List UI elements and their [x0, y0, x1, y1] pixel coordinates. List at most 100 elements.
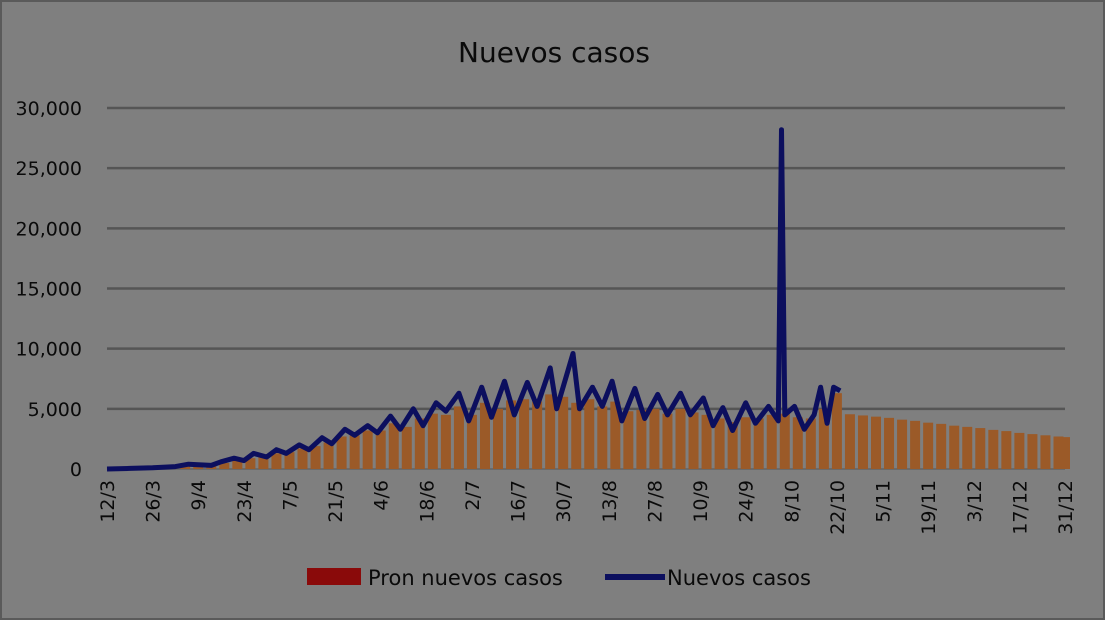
bar: [701, 414, 712, 469]
x-tick-label: 26/3: [143, 480, 165, 523]
bar: [897, 419, 908, 469]
x-tick-label: 9/4: [188, 480, 210, 511]
bar: [245, 458, 256, 469]
bar: [792, 417, 803, 469]
bar: [519, 399, 530, 469]
bar: [479, 402, 490, 469]
x-tick-label: 5/11: [873, 480, 895, 523]
bar: [284, 452, 295, 469]
x-tick-label: 21/5: [325, 480, 347, 523]
bar: [349, 435, 360, 469]
bar: [558, 396, 569, 469]
x-tick-label: 3/12: [964, 480, 986, 523]
bar: [766, 414, 777, 469]
bar: [584, 399, 595, 469]
x-tick-label: 22/10: [827, 480, 849, 535]
bar: [936, 423, 947, 469]
bar: [714, 418, 725, 469]
x-tick-label: 16/7: [508, 480, 530, 523]
bar: [414, 418, 425, 469]
bar: [871, 416, 882, 469]
bar: [1060, 437, 1070, 469]
bar: [818, 408, 829, 469]
bar: [427, 413, 438, 469]
y-tick-label: 0: [70, 459, 82, 481]
bar: [662, 413, 673, 469]
x-tick-label: 12/3: [97, 480, 119, 523]
bar: [1027, 434, 1038, 469]
x-tick-label: 23/4: [234, 480, 256, 523]
legend-label-pron-nuevos-casos: Pron nuevos casos: [368, 566, 563, 590]
x-tick-label: 17/12: [1009, 480, 1031, 535]
x-tick-label: 4/6: [371, 480, 393, 511]
bar: [232, 460, 243, 469]
x-tick-label: 7/5: [279, 480, 301, 511]
line-series-nuevos-casos: [106, 127, 842, 472]
y-tick-label: 15,000: [16, 279, 82, 301]
bar: [831, 393, 842, 469]
legend-label-nuevos-casos: Nuevos casos: [667, 566, 811, 590]
bar: [401, 426, 412, 469]
bar: [297, 448, 308, 469]
bar: [884, 417, 895, 469]
bar: [440, 414, 451, 469]
bar: [857, 415, 868, 469]
bar: [219, 462, 230, 469]
bar: [323, 442, 334, 469]
legend-swatch-bar: [307, 568, 361, 585]
bar: [310, 446, 321, 469]
bar: [336, 436, 347, 469]
bar: [740, 417, 751, 469]
y-tick-label: 5,000: [28, 399, 82, 421]
bar: [910, 420, 921, 469]
x-tick-label: 27/8: [644, 480, 666, 523]
bar: [779, 413, 790, 469]
chart-title: Nuevos casos: [458, 36, 650, 69]
bar: [532, 401, 543, 469]
bar: [1014, 432, 1025, 469]
x-tick-label: 8/10: [781, 480, 803, 523]
bar: [805, 418, 816, 469]
bar: [388, 423, 399, 469]
bar: [636, 410, 647, 469]
bar: [610, 401, 621, 469]
bar: [375, 430, 386, 469]
bar: [949, 425, 960, 469]
bar: [675, 408, 686, 469]
bar: [753, 418, 764, 469]
y-tick-label: 20,000: [16, 218, 82, 240]
bar: [466, 414, 477, 469]
bar: [545, 394, 556, 469]
bar: [1040, 435, 1051, 469]
bar: [506, 400, 517, 469]
bar: [844, 414, 855, 469]
bar: [1001, 431, 1012, 469]
y-tick-label: 10,000: [16, 339, 82, 361]
bar: [727, 422, 738, 469]
y-tick-label: 30,000: [16, 98, 82, 120]
x-axis-ticks: 12/3 26/3 9/4 23/4 7/5 21/5 4/6 18/6 2/7 16/7 30/7…: [97, 480, 1077, 535]
bar: [688, 412, 699, 469]
x-tick-label: 31/12: [1055, 480, 1077, 535]
bar-series-pron-nuevos-casos: [115, 393, 1070, 469]
bar: [1053, 436, 1064, 469]
bar: [362, 430, 373, 469]
x-tick-label: 24/9: [736, 480, 758, 523]
x-tick-label: 10/9: [690, 480, 712, 523]
bar: [597, 406, 608, 469]
x-tick-label: 13/8: [599, 480, 621, 523]
x-tick-label: 2/7: [462, 480, 484, 511]
x-tick-label: 19/11: [918, 480, 940, 535]
bar: [571, 402, 582, 469]
bar: [649, 408, 660, 469]
bar: [962, 426, 973, 469]
legend: Pron nuevos casos Nuevos casos: [307, 566, 811, 590]
bar: [258, 456, 269, 469]
bar: [623, 411, 634, 469]
bar: [493, 408, 504, 469]
x-tick-label: 30/7: [553, 480, 575, 523]
bar: [975, 428, 986, 469]
bar: [988, 429, 999, 469]
